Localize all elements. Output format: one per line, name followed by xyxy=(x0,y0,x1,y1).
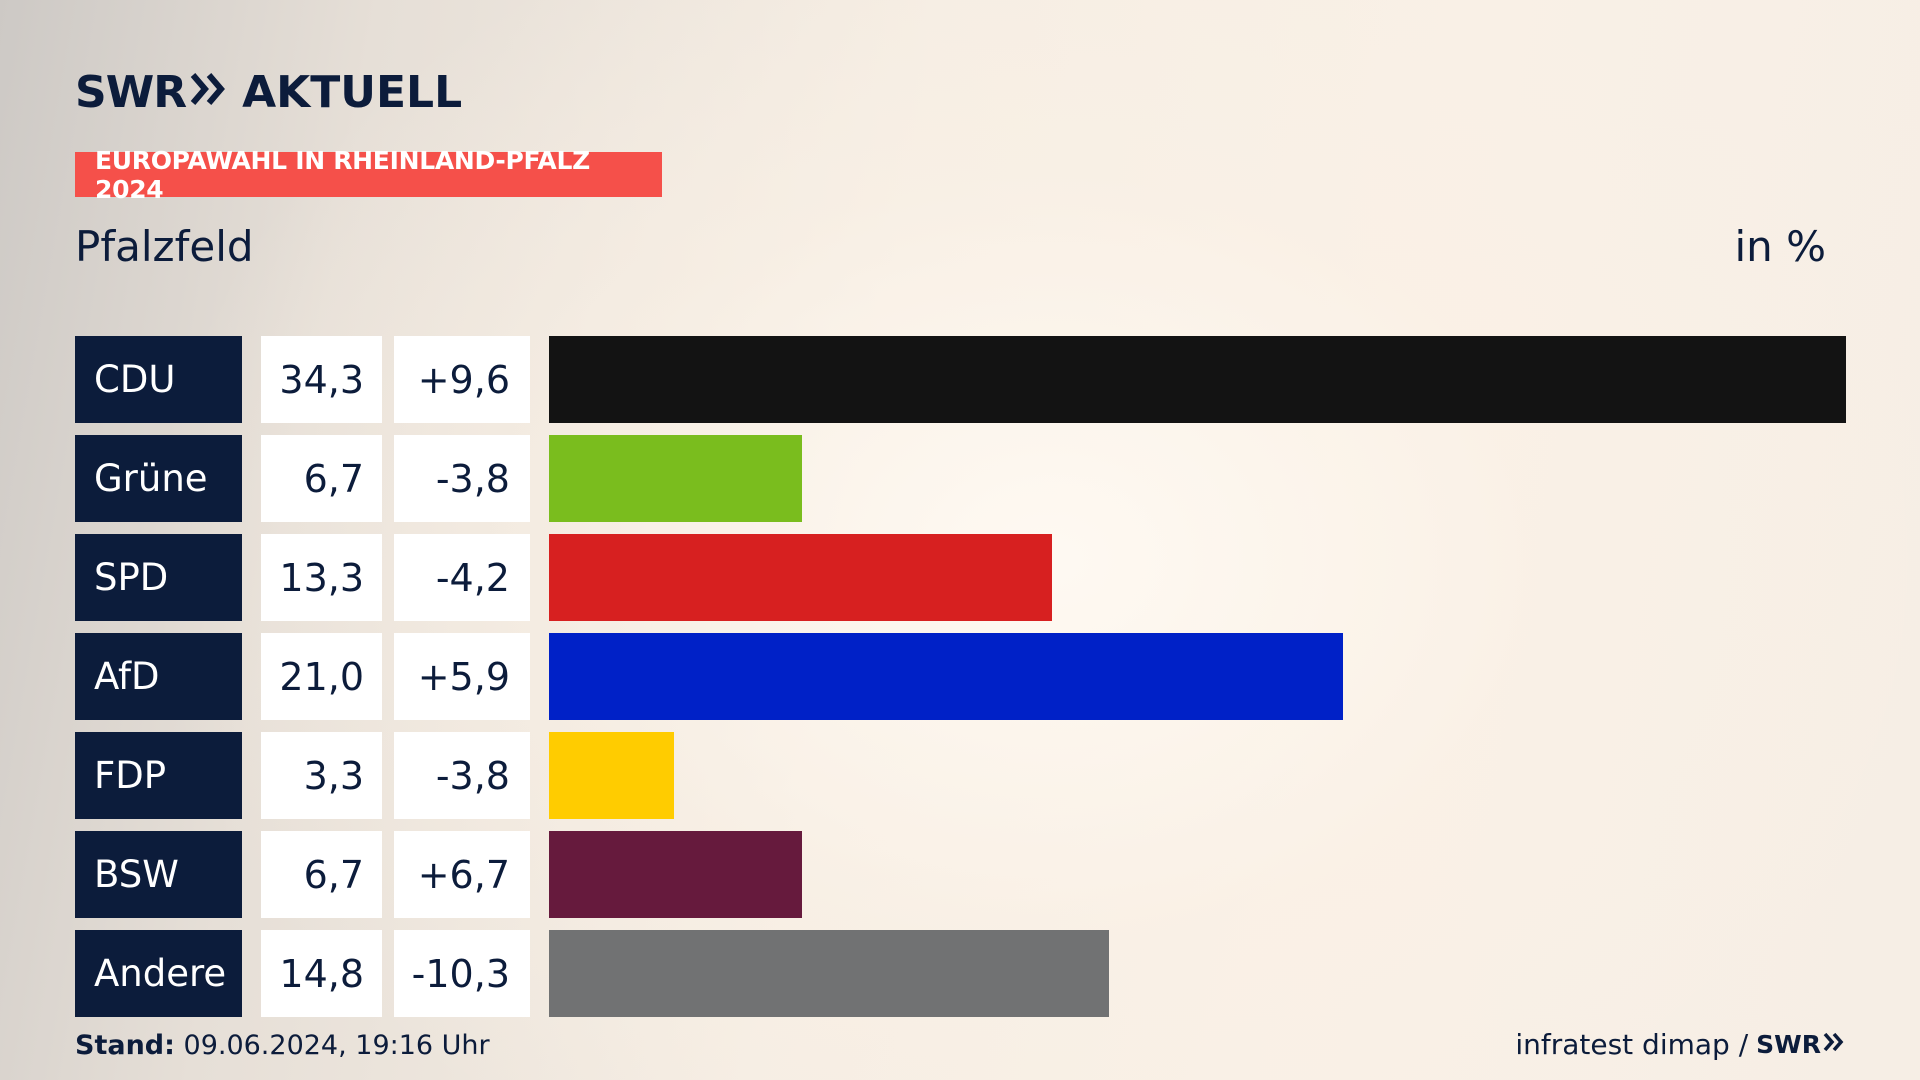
change-label: -3,8 xyxy=(394,732,530,819)
party-label: CDU xyxy=(75,336,242,423)
party-label: SPD xyxy=(75,534,242,621)
party-label: AfD xyxy=(75,633,242,720)
double-chevron-icon xyxy=(190,67,228,118)
vote-share-bar xyxy=(549,633,1343,720)
vote-share-label: 6,7 xyxy=(261,831,382,918)
change-label: -4,2 xyxy=(394,534,530,621)
change-label: -3,8 xyxy=(394,435,530,522)
change-label: +5,9 xyxy=(394,633,530,720)
vote-share-label: 14,8 xyxy=(261,930,382,1017)
party-label: Grüne xyxy=(75,435,242,522)
result-row: Andere 14,8 -10,3 xyxy=(75,930,1845,1017)
result-row: BSW 6,7 +6,7 xyxy=(75,831,1845,918)
result-row: Grüne 6,7 -3,8 xyxy=(75,435,1845,522)
party-label: Andere xyxy=(75,930,242,1017)
place-title: Pfalzfeld xyxy=(75,222,254,271)
logo-swr-text: SWR xyxy=(75,66,187,118)
vote-share-label: 34,3 xyxy=(261,336,382,423)
result-row: CDU 34,3 +9,6 xyxy=(75,336,1846,423)
vote-share-label: 21,0 xyxy=(261,633,382,720)
swr-small-text: SWR xyxy=(1756,1030,1821,1059)
stand-label: Stand: xyxy=(75,1030,175,1061)
vote-share-bar xyxy=(549,930,1109,1017)
logo-section-text: AKTUELL xyxy=(242,66,463,118)
vote-share-bar xyxy=(549,732,674,819)
swr-small-logo: SWR xyxy=(1756,1030,1845,1059)
vote-share-bar xyxy=(549,336,1846,423)
change-label: -10,3 xyxy=(394,930,530,1017)
change-label: +9,6 xyxy=(394,336,530,423)
vote-share-label: 3,3 xyxy=(261,732,382,819)
unit-label: in % xyxy=(1734,222,1826,271)
party-label: FDP xyxy=(75,732,242,819)
timestamp: Stand: 09.06.2024, 19:16 Uhr xyxy=(75,1030,490,1061)
vote-share-label: 6,7 xyxy=(261,435,382,522)
double-chevron-small-icon xyxy=(1823,1030,1845,1059)
vote-share-bar xyxy=(549,435,802,522)
source-text: infratest dimap / xyxy=(1515,1028,1749,1061)
vote-share-bar xyxy=(549,831,802,918)
change-label: +6,7 xyxy=(394,831,530,918)
result-row: FDP 3,3 -3,8 xyxy=(75,732,1845,819)
party-label: BSW xyxy=(75,831,242,918)
vote-share-bar xyxy=(549,534,1052,621)
source-credit: infratest dimap / SWR xyxy=(1515,1028,1845,1061)
stand-value: 09.06.2024, 19:16 Uhr xyxy=(183,1030,490,1061)
result-row: SPD 13,3 -4,2 xyxy=(75,534,1845,621)
vote-share-label: 13,3 xyxy=(261,534,382,621)
result-row: AfD 21,0 +5,9 xyxy=(75,633,1845,720)
swr-aktuell-logo: SWR AKTUELL xyxy=(75,66,463,118)
